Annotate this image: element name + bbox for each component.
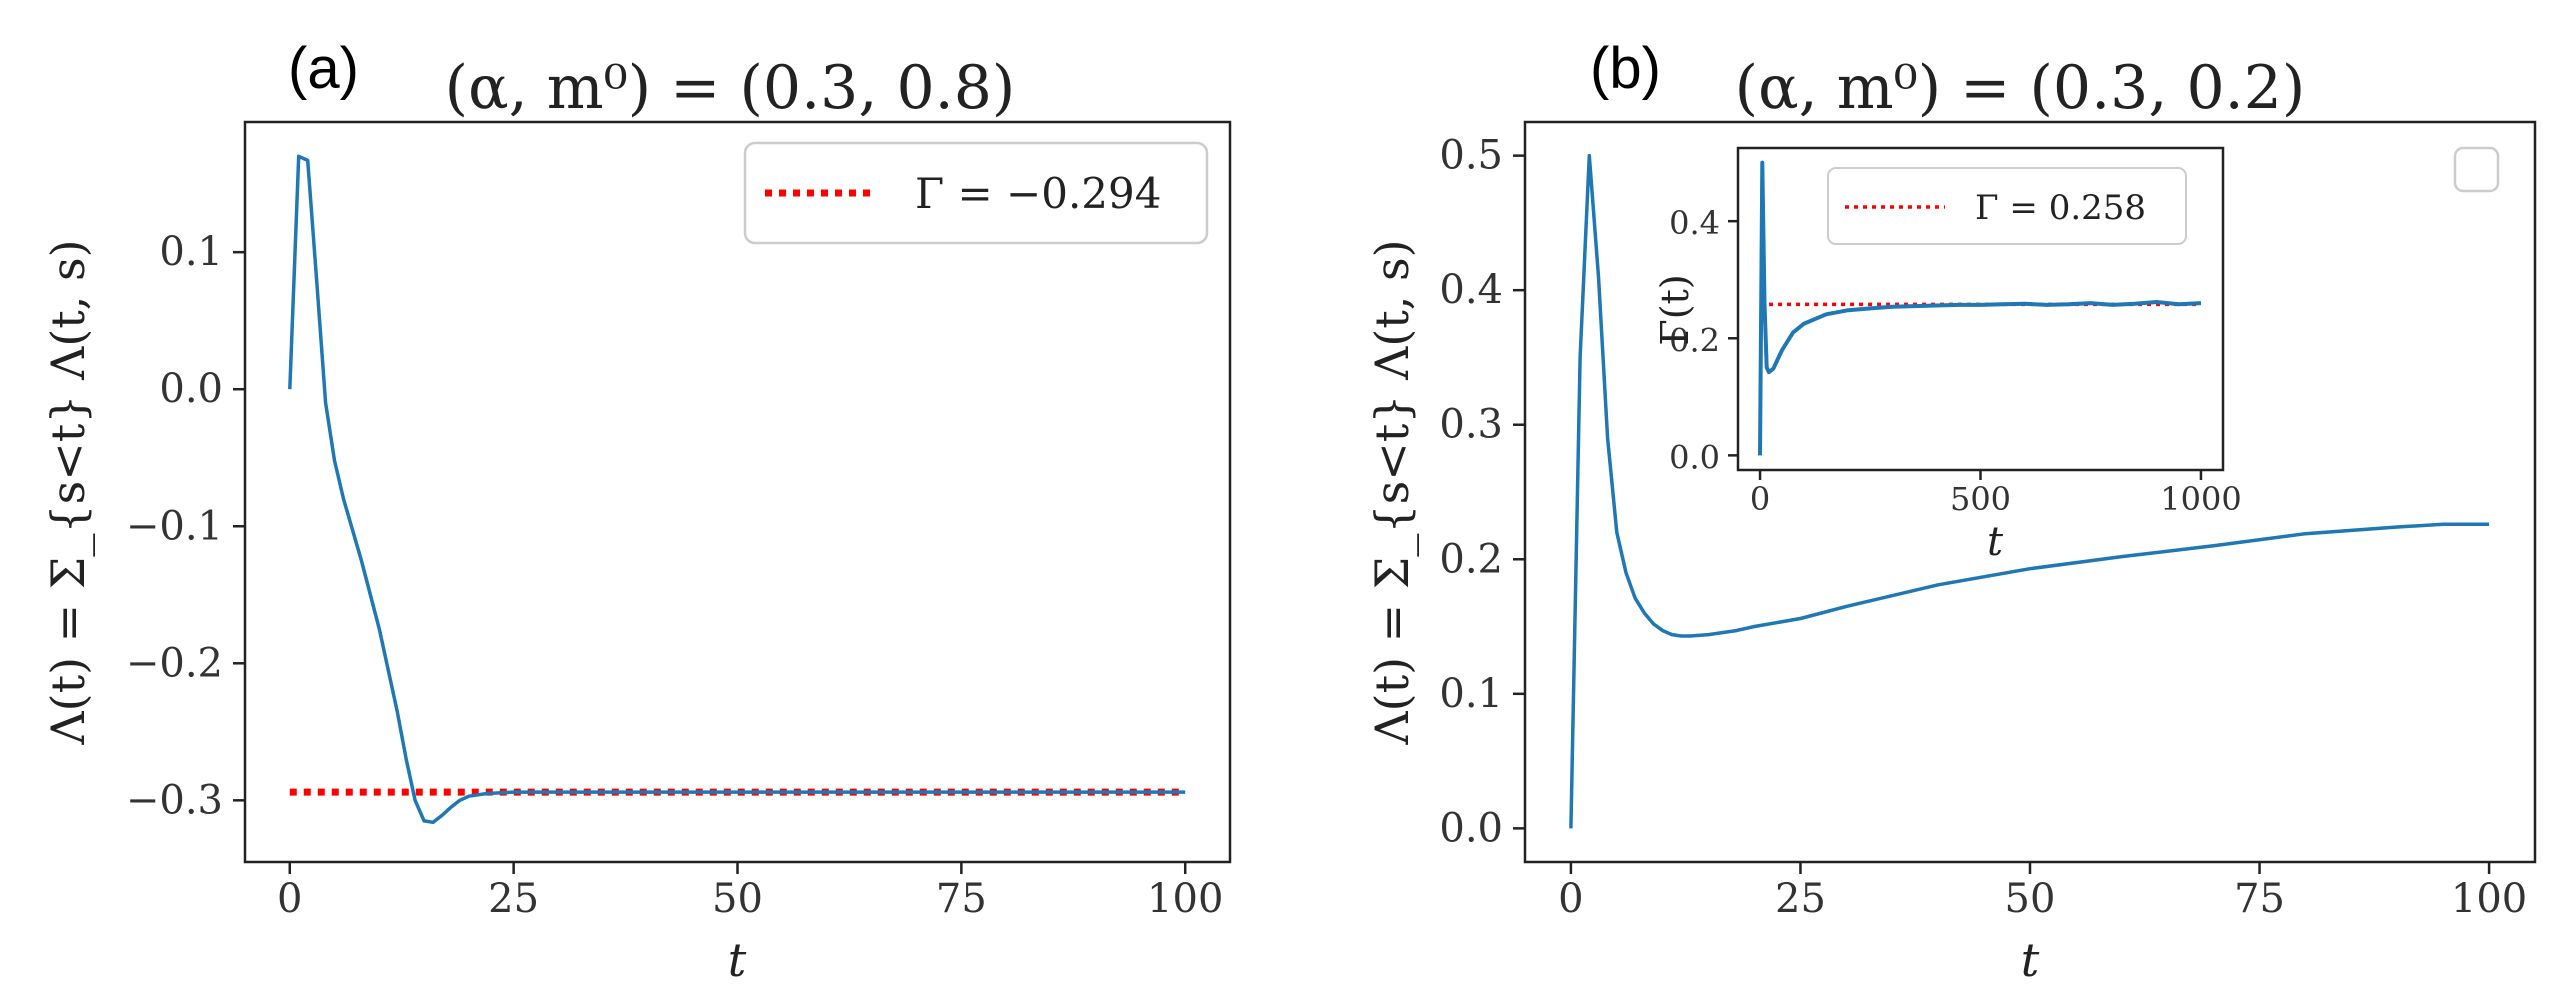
panel-b-xlabel: t <box>2021 933 2040 987</box>
inset-legend-label: Γ = 0.258 <box>1975 188 2146 228</box>
b-xtick-label: 100 <box>2451 876 2527 922</box>
inset-yticks: 0.0 0.2 0.4 <box>1669 204 1738 476</box>
i-ytick-label: 0.0 <box>1669 438 1720 476</box>
a-xtick-label: 75 <box>936 876 987 922</box>
panel-a-marks <box>288 154 1186 825</box>
panel-a-yticks: −0.3 −0.2 −0.1 0.0 0.1 <box>126 229 245 823</box>
a-ytick-label: −0.3 <box>126 777 223 823</box>
a-xtick-label: 25 <box>488 876 539 922</box>
panel-a-legend-box <box>743 141 1209 245</box>
i-xtick-label: 0 <box>1750 480 1770 518</box>
panel-a-title: (α, m⁰) = (0.3, 0.8) <box>445 53 1016 123</box>
panel-b-label: (b) <box>1590 36 1661 101</box>
a-ytick-label: 0.0 <box>159 366 223 412</box>
b-ytick-label: 0.3 <box>1439 402 1503 448</box>
a-ytick-label: 0.1 <box>159 229 223 275</box>
b-xtick-label: 25 <box>1775 876 1826 922</box>
panel-a-legend: Γ = −0.294 <box>743 141 1209 245</box>
i-xtick-label: 1000 <box>2160 480 2241 518</box>
a-xtick-label: 0 <box>277 876 302 922</box>
b-ytick-label: 0.1 <box>1439 671 1503 717</box>
panel-b-marks <box>1569 153 2490 829</box>
panel-a-xticks: 0 25 50 75 100 <box>277 862 1223 922</box>
panel-b-xticks: 0 25 50 75 100 <box>1558 862 2527 922</box>
inset-legend-box <box>1827 167 2187 245</box>
b-ytick-label: 0.0 <box>1439 805 1503 851</box>
panel-b-inset: 0 500 1000 0.0 0.2 0.4 t Γ(t) Γ = 0.258 <box>1653 146 2242 565</box>
panel-b-title: (α, m⁰) = (0.3, 0.2) <box>1735 53 2306 123</box>
a-series-line <box>288 154 1186 825</box>
inset-xlabel: t <box>1987 519 2004 565</box>
b-series-line <box>1569 153 2490 829</box>
a-ytick-label: −0.1 <box>126 503 223 549</box>
panel-b-yticks: 0.0 0.1 0.2 0.3 0.4 0.5 <box>1439 133 1525 851</box>
inset-marks <box>1758 160 2202 456</box>
b-ytick-label: 0.2 <box>1439 536 1503 582</box>
inset-xticks: 0 500 1000 <box>1750 470 2242 518</box>
b-ytick-label: 0.4 <box>1439 267 1503 313</box>
inset-legend: Γ = 0.258 <box>1827 167 2187 245</box>
panel-b-legend-box <box>2453 146 2500 193</box>
panel-a-xlabel: t <box>728 933 747 987</box>
i-series-line <box>1758 160 2202 456</box>
i-ytick-label: 0.4 <box>1669 204 1720 242</box>
panel-a: (a) (α, m⁰) = (0.3, 0.8) 0 25 50 75 100 −0.3… <box>41 36 1232 987</box>
a-xtick-label: 50 <box>712 876 763 922</box>
panel-a-legend-label: Γ = −0.294 <box>915 169 1161 218</box>
b-xtick-label: 50 <box>2005 876 2056 922</box>
a-xtick-label: 100 <box>1147 876 1223 922</box>
panel-b-ylabel: Λ(t) = Σ_{s<t} Λ(t, s) <box>1365 239 1419 745</box>
i-xtick-label: 500 <box>1950 480 2011 518</box>
a-ytick-label: −0.2 <box>126 640 223 686</box>
b-xtick-label: 0 <box>1558 876 1583 922</box>
panel-a-label: (a) <box>288 36 359 101</box>
panel-a-ylabel: Λ(t) = Σ_{s<t} Λ(t, s) <box>41 239 95 745</box>
b-xtick-label: 75 <box>2234 876 2285 922</box>
b-ytick-label: 0.5 <box>1439 133 1503 179</box>
i-ytick-label: 0.2 <box>1669 321 1720 359</box>
inset-ylabel: Γ(t) <box>1653 274 1697 345</box>
panel-b: (b) (α, m⁰) = (0.3, 0.2) 0 25 50 75 100 0.00… <box>1365 36 2537 987</box>
